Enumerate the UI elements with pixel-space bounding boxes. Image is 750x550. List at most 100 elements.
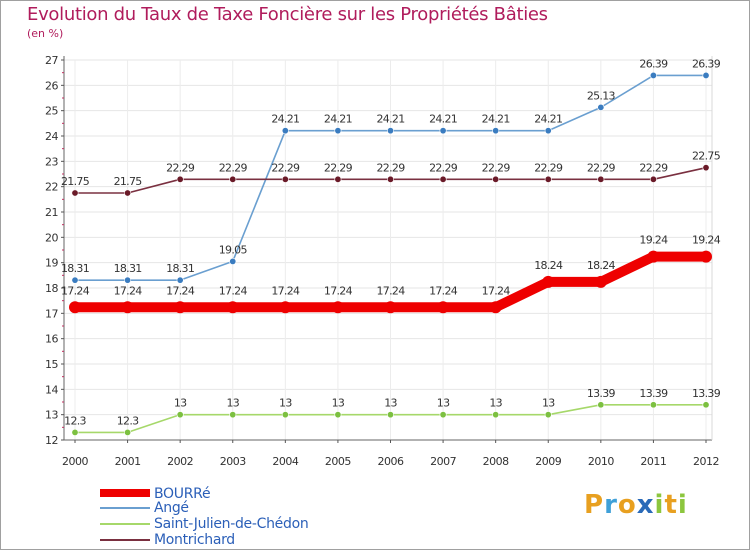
data-point-ang- (229, 257, 237, 265)
data-point-bourr- (647, 250, 660, 263)
data-point-ang- (386, 127, 394, 135)
data-label-bourr-: 17.24 (324, 284, 353, 297)
data-point-saint-julien-de-ch-don (124, 428, 132, 436)
data-point-montrichard (544, 175, 552, 183)
logo-letter: t (664, 490, 678, 520)
proxiti-logo: Proxiti (584, 490, 688, 520)
y-tick-label: 21 (45, 206, 58, 219)
y-tick-label: 22 (45, 181, 58, 194)
logo-letter: i (654, 490, 665, 520)
logo-letter: P (584, 490, 605, 520)
data-point-ang- (281, 127, 289, 135)
data-label-ang-: 24.21 (534, 113, 562, 126)
logo-letter: i (677, 490, 688, 520)
data-point-ang- (702, 71, 710, 79)
data-label-ang-: 18.31 (61, 262, 89, 275)
data-point-montrichard (702, 164, 710, 172)
data-label-saint-julien-de-ch-don: 13.39 (587, 387, 616, 400)
logo-letter: o (617, 490, 637, 520)
data-point-saint-julien-de-ch-don (492, 411, 500, 419)
y-tick-label: 24 (45, 130, 58, 143)
data-label-montrichard: 22.29 (534, 161, 563, 174)
y-tick-label: 14 (45, 383, 58, 396)
x-tick-label: 2008 (483, 455, 509, 468)
data-label-bourr-: 17.24 (114, 284, 143, 297)
data-label-bourr-: 19.24 (692, 234, 721, 247)
data-label-bourr-: 17.24 (166, 284, 195, 297)
data-label-montrichard: 22.29 (482, 161, 511, 174)
x-tick-label: 2002 (167, 455, 193, 468)
data-label-bourr-: 17.24 (271, 284, 300, 297)
data-point-bourr- (121, 301, 134, 314)
data-label-ang-: 18.31 (114, 262, 142, 275)
data-label-montrichard: 21.75 (61, 175, 90, 188)
data-label-ang-: 18.31 (166, 262, 194, 275)
legend-item-ange: Angé (100, 500, 360, 516)
data-point-ang- (597, 103, 605, 111)
data-point-saint-julien-de-ch-don (334, 411, 342, 419)
data-point-saint-julien-de-ch-don (386, 411, 394, 419)
data-point-montrichard (71, 189, 79, 197)
data-point-saint-julien-de-ch-don (439, 411, 447, 419)
logo-letter: r (604, 490, 618, 520)
data-label-saint-julien-de-ch-don: 13 (542, 397, 555, 410)
data-point-bourr- (700, 250, 712, 263)
data-point-ang- (334, 127, 342, 135)
data-point-bourr- (594, 275, 607, 288)
x-tick-label: 2005 (325, 455, 351, 468)
data-label-ang-: 24.21 (482, 113, 510, 126)
data-point-ang- (71, 276, 79, 284)
data-point-bourr- (331, 301, 344, 314)
data-label-montrichard: 22.29 (587, 161, 616, 174)
data-label-montrichard: 21.75 (114, 175, 143, 188)
data-label-bourr-: 19.24 (639, 234, 668, 247)
data-point-ang- (649, 71, 657, 79)
data-label-ang-: 24.21 (377, 113, 405, 126)
legend-label-bourre: BOURRé (154, 486, 211, 502)
logo-letter: x (636, 490, 655, 520)
data-point-montrichard (597, 175, 605, 183)
x-tick-label: 2004 (272, 455, 298, 468)
data-point-bourr- (226, 301, 239, 314)
data-label-saint-julien-de-ch-don: 13 (384, 397, 397, 410)
chart-title: Evolution du Taux de Taxe Foncière sur l… (27, 4, 548, 25)
data-point-montrichard (176, 175, 184, 183)
x-tick-label: 2011 (640, 455, 666, 468)
legend-item-montrichard: Montrichard (100, 532, 360, 548)
y-tick-label: 25 (45, 105, 58, 118)
data-label-montrichard: 22.29 (324, 161, 353, 174)
legend-label-saint-julien: Saint-Julien-de-Chédon (154, 516, 309, 532)
y-tick-label: 12 (45, 434, 58, 447)
data-point-saint-julien-de-ch-don (702, 401, 710, 409)
data-label-saint-julien-de-ch-don: 12.3 (117, 414, 139, 427)
data-label-montrichard: 22.29 (429, 161, 458, 174)
data-label-saint-julien-de-ch-don: 13 (174, 397, 187, 410)
y-tick-label: 20 (45, 231, 58, 244)
x-tick-label: 2000 (62, 455, 88, 468)
y-tick-label: 18 (45, 282, 58, 295)
data-point-bourr- (384, 301, 397, 314)
data-label-montrichard: 22.29 (639, 161, 668, 174)
y-tick-label: 26 (45, 79, 58, 92)
legend-label-ange: Angé (154, 500, 189, 516)
y-tick-label: 16 (45, 333, 58, 346)
legend-item-bourre: BOURRé (100, 486, 360, 502)
data-label-saint-julien-de-ch-don: 13.39 (692, 387, 721, 400)
data-label-saint-julien-de-ch-don: 13 (332, 397, 345, 410)
data-point-bourr- (174, 301, 187, 314)
legend-label-montrichard: Montrichard (154, 532, 235, 548)
data-label-bourr-: 17.24 (219, 284, 248, 297)
legend-swatch-montrichard (100, 539, 150, 541)
y-tick-label: 15 (45, 358, 58, 371)
data-point-saint-julien-de-ch-don (544, 411, 552, 419)
data-point-ang- (439, 127, 447, 135)
chart-subtitle: (en %) (27, 27, 64, 40)
data-point-montrichard (649, 175, 657, 183)
data-label-montrichard: 22.29 (377, 161, 406, 174)
x-tick-label: 2001 (115, 455, 141, 468)
data-point-ang- (124, 276, 132, 284)
y-tick-label: 27 (45, 54, 58, 67)
data-label-montrichard: 22.29 (219, 161, 248, 174)
data-label-montrichard: 22.29 (166, 161, 195, 174)
